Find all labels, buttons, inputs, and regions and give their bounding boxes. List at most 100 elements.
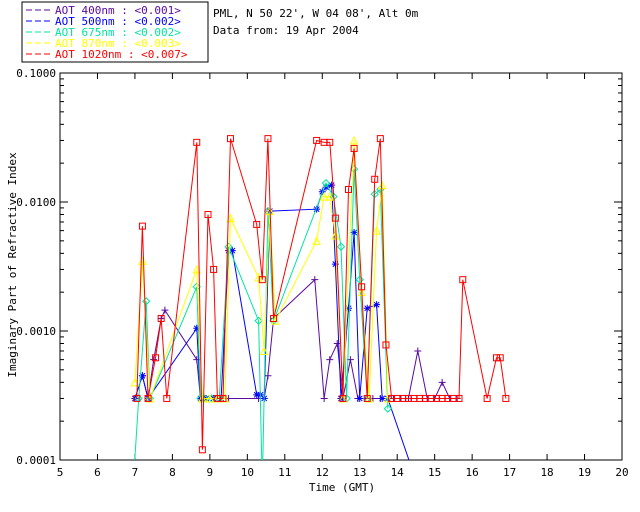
legend-item: AOT 675nm : <0.002> [26, 26, 181, 39]
x-tick-label: 15 [428, 466, 441, 479]
data-point-triangle [331, 230, 340, 240]
data-point-diamond [355, 275, 364, 284]
data-point-diamond [370, 189, 379, 199]
data-point-square [133, 394, 141, 402]
series-line [134, 278, 458, 399]
x-tick-label: 9 [207, 466, 214, 479]
data-point-diamond [336, 242, 346, 251]
data-point-square [371, 175, 379, 183]
series-line [136, 138, 507, 450]
data-point-diamond [321, 178, 331, 188]
data-point-triangle [372, 225, 381, 235]
x-tick-label: 13 [353, 466, 366, 479]
data-point-square [492, 354, 500, 362]
data-point-square [339, 394, 347, 402]
series-5 [133, 135, 510, 454]
x-tick-label: 10 [241, 466, 254, 479]
data-point-plus [414, 347, 422, 355]
data-point-square [376, 135, 384, 143]
data-point-square [496, 354, 504, 362]
data-point-square [344, 185, 352, 193]
data-point-triangle [377, 180, 387, 190]
legend-item: AOT 1020nm : <0.007> [26, 48, 188, 61]
data-point-square [264, 135, 272, 143]
legend: AOT 400nm : <0.001>AOT 500nm : <0.002>AO… [21, 1, 209, 63]
data-point-square [502, 394, 510, 402]
data-point-triangle [383, 393, 393, 403]
x-tick-label: 17 [503, 466, 516, 479]
data-point-diamond [224, 242, 233, 251]
legend-item: AOT 870nm : <0.003> [26, 37, 181, 50]
data-point-plus [326, 356, 334, 364]
data-point-square [363, 394, 371, 402]
data-point-square [483, 394, 491, 402]
data-point-square [382, 341, 390, 349]
legend-label: AOT 400nm : <0.001> [55, 4, 181, 17]
data-point-triangle [192, 264, 202, 274]
data-point-triangle [349, 135, 359, 145]
x-axis-label: Time (GMT) [309, 481, 375, 494]
data-point-asterisk [350, 229, 358, 237]
axes: 5 6 7 8 9 10 11 12 13 14 15 16 17 18 19 20 0.0001 0.0010 0… [16, 67, 628, 479]
data-point-asterisk [193, 324, 201, 332]
data-point-asterisk [378, 394, 386, 402]
legend-label: AOT 870nm : <0.003> [55, 37, 181, 50]
data-point-triangle [138, 256, 147, 265]
x-tick-label: 18 [540, 466, 553, 479]
data-point-plus [438, 378, 446, 386]
x-tick-label: 19 [578, 466, 591, 479]
y-tick-label: 0.0010 [16, 325, 56, 338]
data-point-asterisk [373, 301, 381, 309]
data-point-square [358, 283, 366, 291]
data-point-square [258, 276, 266, 284]
legend-label: AOT 675nm : <0.002> [55, 26, 181, 39]
y-tick-label: 0.0001 [16, 454, 56, 467]
legend-box [21, 1, 209, 63]
data-point-square [226, 135, 234, 143]
data-point-square [152, 354, 160, 362]
legend-label: AOT 1020nm : <0.007> [55, 48, 188, 61]
legend-item: AOT 400nm : <0.001> [26, 4, 181, 17]
data-point-square [210, 265, 218, 273]
data-point-square [455, 394, 463, 402]
data-point-asterisk [313, 205, 321, 213]
data-point-asterisk [138, 372, 146, 380]
data-point-square [198, 446, 206, 454]
data-point-triangle [312, 236, 321, 245]
data-point-square [138, 222, 146, 230]
data-point-asterisk [344, 304, 352, 312]
site-info: PML, N 50 22', W 04 08', Alt 0m [213, 7, 419, 20]
data-point-plus [264, 372, 272, 380]
plot-frame [59, 72, 623, 461]
data-point-triangle [130, 377, 140, 387]
data-point-asterisk [363, 304, 371, 312]
data-point-asterisk [328, 181, 336, 189]
x-tick-label: 6 [94, 466, 101, 479]
data-point-plus [320, 394, 328, 402]
data-point-square [219, 394, 227, 402]
data-point-diamond [254, 316, 263, 325]
data-point-asterisk [228, 247, 236, 255]
data-point-plus [333, 340, 341, 348]
data-point-asterisk [331, 260, 339, 268]
x-tick-label: 20 [615, 466, 628, 479]
data-point-square [313, 136, 321, 144]
data-point-diamond [141, 297, 151, 306]
data-point-square [331, 214, 339, 222]
data-point-triangle [319, 192, 329, 201]
data-point-asterisk [356, 394, 364, 402]
data-point-triangle [205, 393, 215, 403]
data-point-triangle [271, 316, 280, 325]
legend-label: AOT 500nm : <0.002> [55, 15, 181, 28]
x-tick-label: 14 [391, 466, 405, 479]
data-point-triangle [254, 272, 263, 282]
data-point-plus [150, 356, 158, 364]
x-tick-label: 12 [316, 466, 329, 479]
x-tick-label: 7 [132, 466, 139, 479]
data-point-square [157, 314, 165, 322]
data-point-square [253, 220, 261, 228]
data-point-triangle [226, 213, 235, 223]
y-tick-label: 0.1000 [16, 67, 56, 80]
data-point-triangle [198, 393, 207, 403]
